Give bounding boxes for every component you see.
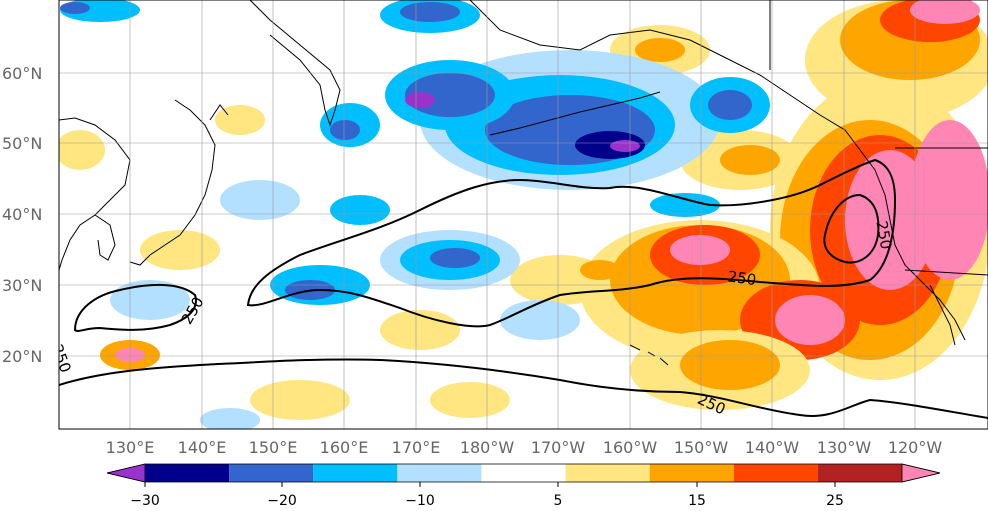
lon-label: 160°E [320,438,369,457]
coastlines [59,0,988,366]
negative-anomalies [60,0,770,429]
lon-label: 140°E [178,438,227,457]
lon-label: 130°W [817,438,872,457]
lat-label: 40°N [2,205,42,224]
hawaii-islands [629,344,669,366]
map-panel: 250 250 250 250 250 [59,0,988,429]
lon-label: 150°W [674,438,729,457]
lon-label: 140°W [745,438,800,457]
colorbar-label: 25 [826,493,844,509]
contour-line-subtropical [246,158,897,328]
colorbar-extend-max [901,463,941,483]
lon-label: 160°W [603,438,658,457]
colorbar-extend-min [106,463,146,483]
colorbar-ticks [144,482,836,487]
contour-line-inner-east [823,193,880,264]
colorbar: −30 −20 −10 5 15 25 [106,463,941,509]
colorbar-segment [565,464,650,482]
colorbar-labels: −30 −20 −10 5 15 25 [130,493,844,509]
contour-250 [59,158,988,419]
colorbar-label: −30 [130,493,160,509]
kamchatka-coastline [249,0,341,127]
colorbar-segment [817,464,902,482]
lon-label: 120°W [888,438,943,457]
contour-label: 250 [872,219,895,250]
north-america-coastline [859,149,966,341]
lon-label: 170°E [392,438,441,457]
colorbar-label: 5 [554,493,563,509]
map-frame [58,0,988,430]
colorbar-segment [313,464,398,482]
lat-label: 60°N [2,64,42,83]
colorbar-label: 15 [688,493,706,509]
alaska-coastline [469,0,861,151]
lon-label: 170°W [531,438,586,457]
lon-label: 150°E [249,438,298,457]
japan-islands [129,99,229,266]
lat-label: 20°N [2,347,42,366]
colorbar-segment [229,464,314,482]
colorbar-segment [733,464,818,482]
colorbar-segment [649,464,734,482]
asia-coastline [59,117,131,271]
colorbar-segment [397,464,482,482]
aleutian-islands [489,91,661,136]
korea-peninsula [94,214,116,261]
latitude-labels: 60°N 50°N 40°N 30°N 20°N [2,64,42,366]
longitude-labels: 130°E 140°E 150°E 160°E 170°E 180°W 170°… [106,438,943,457]
lat-label: 30°N [2,276,42,295]
colorbar-label: −10 [405,493,435,509]
colorbar-segment [145,464,230,482]
lon-label: 180°W [460,438,515,457]
usa-border [769,0,988,276]
contour-label: 250 [727,267,758,289]
contour-line-south [59,358,988,419]
lon-label: 130°E [106,438,155,457]
colorbar-segments [106,463,941,483]
baja-california [929,284,956,346]
colorbar-segment [481,464,566,482]
contour-line-west [73,283,197,332]
lat-label: 50°N [2,134,42,153]
colorbar-label: −20 [267,493,297,509]
